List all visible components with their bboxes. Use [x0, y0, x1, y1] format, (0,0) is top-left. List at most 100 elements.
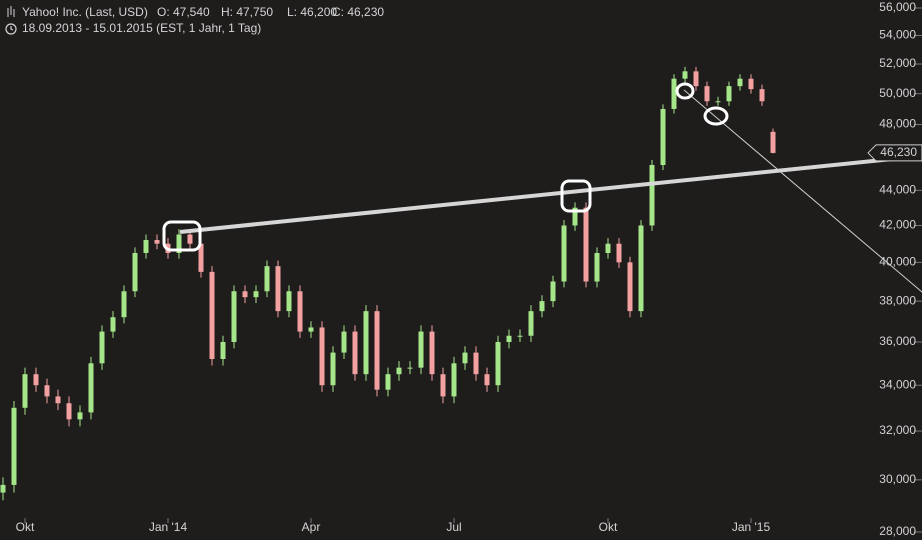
candle-body [385, 374, 391, 390]
candle-body [616, 243, 622, 263]
candle-body [242, 291, 248, 298]
chart-icon [7, 6, 15, 17]
candle-body [253, 291, 259, 298]
candle-body [22, 374, 28, 408]
candle-body [506, 335, 512, 343]
candle-body [187, 234, 193, 244]
last-price-box [867, 144, 922, 162]
candle-body [407, 367, 413, 369]
candle-body [396, 367, 402, 375]
candle-body [231, 291, 237, 343]
candle-body [154, 240, 160, 244]
candle-body [198, 243, 204, 272]
y-tick-label: 54,000 [879, 28, 916, 42]
candle-body [561, 225, 567, 282]
candle-body [737, 78, 743, 87]
candle-body [660, 108, 666, 165]
x-tick-label: Okt [599, 520, 618, 534]
candle-body [649, 164, 655, 226]
candle-body [539, 301, 545, 312]
candle-body [33, 374, 39, 386]
x-tick-label: Jul [446, 520, 461, 534]
candle-body [770, 131, 776, 153]
x-tick-label: Apr [302, 520, 321, 534]
candle-body [143, 240, 149, 253]
x-tick-label: Okt [16, 520, 35, 534]
y-tick-label: 38,000 [879, 293, 916, 307]
candle-body [374, 311, 380, 390]
candle-body [209, 271, 215, 360]
quote-close: C: 46,230 [332, 5, 384, 19]
x-tick-label: Jan '14 [149, 520, 188, 534]
highlight-circle [703, 106, 729, 126]
candle-body [297, 291, 303, 332]
candle-body [748, 78, 754, 90]
header: Yahoo! Inc. (Last, USD) O: 47,540 H: 47,… [5, 5, 384, 35]
y-tick-label: 30,000 [879, 472, 916, 486]
candle-body [440, 374, 446, 397]
chart-subtitle: 18.09.2013 - 15.01.2015 (EST, 1 Jahr, 1 … [22, 21, 261, 35]
candle-body [462, 352, 468, 364]
candle-body [693, 71, 699, 87]
candle-body [352, 331, 358, 375]
candle-body [759, 89, 765, 102]
y-tick-label: 50,000 [879, 86, 916, 100]
y-tick-label: 36,000 [879, 334, 916, 348]
candle-body [671, 78, 677, 109]
y-tick-label: 32,000 [879, 423, 916, 437]
highlight-box [560, 179, 592, 213]
y-tick-label: 34,000 [879, 377, 916, 391]
candle-body [550, 281, 556, 302]
y-tick-label: 48,000 [879, 117, 916, 131]
candle-body [330, 352, 336, 386]
candle-body [627, 262, 633, 312]
candle-body [484, 374, 490, 386]
candle-body [66, 403, 72, 420]
chart-title: Yahoo! Inc. (Last, USD) [22, 5, 148, 19]
candle-body [286, 291, 292, 312]
y-tick-label: 28,000 [879, 524, 916, 538]
candle-body [572, 207, 578, 226]
trend-line [179, 154, 922, 234]
candle-body [88, 363, 94, 413]
candle-body [594, 252, 600, 282]
y-tick-label: 52,000 [879, 56, 916, 70]
candle-body [110, 317, 116, 332]
candle-body [704, 86, 710, 102]
y-tick-label: 44,000 [879, 182, 916, 196]
candle-body [495, 342, 501, 386]
candle-body [44, 385, 50, 397]
candle-body [528, 311, 534, 336]
candle-body [77, 412, 83, 420]
last-price-label: 46,230 [880, 145, 917, 159]
quote-open: O: 47,540 [157, 5, 210, 19]
quote-high: H: 47,750 [221, 5, 273, 19]
candle-body [132, 252, 138, 292]
trend-line-thin [683, 89, 922, 293]
x-tick-label: Jan '15 [732, 520, 771, 534]
candle-body [726, 86, 732, 102]
candle-body [473, 352, 479, 375]
candle-body [121, 291, 127, 318]
y-tick-label: 40,000 [879, 255, 916, 269]
candle-body [682, 71, 688, 79]
candle-body [275, 266, 281, 312]
candle-body [220, 342, 226, 360]
candle-body [308, 327, 314, 332]
highlight-circle [675, 82, 695, 100]
candle-body [99, 331, 105, 364]
candle-body [264, 266, 270, 292]
candle-body [715, 101, 721, 103]
quote-low: L: 46,200 [287, 5, 337, 19]
annotations [162, 82, 922, 293]
candle-body [363, 311, 369, 375]
candle-body [418, 331, 424, 368]
candle-body [517, 335, 523, 337]
candle-body [638, 225, 644, 312]
clock-icon [5, 23, 17, 35]
candle-body [451, 363, 457, 397]
